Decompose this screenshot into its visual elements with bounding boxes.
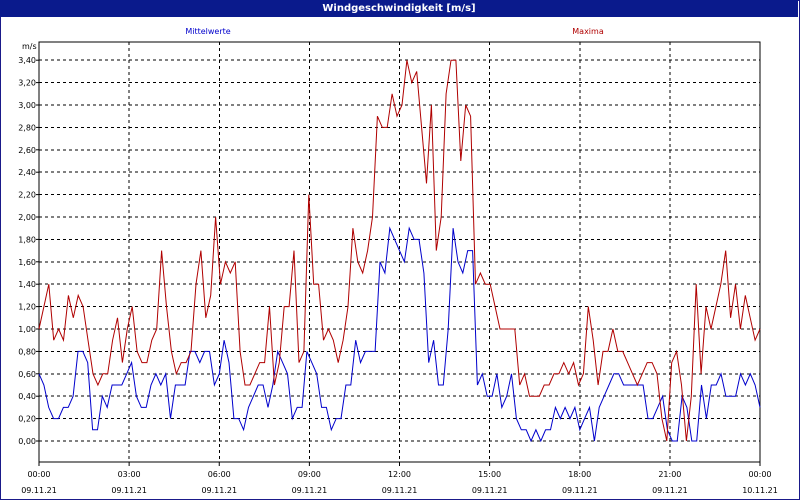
y-tick-label: 0,60 bbox=[18, 370, 36, 379]
x-tick-time-label: 21:00 bbox=[658, 470, 681, 479]
y-tick-label: 1,00 bbox=[18, 325, 36, 334]
y-tick-label: 2,20 bbox=[18, 191, 36, 200]
y-tick-label: 1,40 bbox=[18, 280, 36, 289]
chart-title: Windgeschwindigkeit [m/s] bbox=[322, 3, 476, 14]
y-tick-label: 2,00 bbox=[18, 213, 36, 222]
x-tick-time-label: 03:00 bbox=[118, 470, 141, 479]
y-tick-label: 2,40 bbox=[18, 168, 36, 177]
x-tick-date-label: 10.11.21 bbox=[742, 486, 778, 495]
y-tick-label: 3,20 bbox=[18, 79, 36, 88]
series-line-mittelwerte bbox=[38, 226, 761, 443]
x-tick-date-label: 09.11.21 bbox=[382, 486, 418, 495]
x-tick-time-label: 06:00 bbox=[208, 470, 231, 479]
y-tick-label: 2,80 bbox=[18, 123, 36, 132]
x-tick-time-label: 15:00 bbox=[478, 470, 501, 479]
series-line-maxima bbox=[38, 59, 761, 442]
y-axis: 0,00 0,20 0,40 0,60 0,80 1,00 1,20 1,40 1,60 1,80… bbox=[18, 56, 39, 446]
x-tick-date-label: 09.11.21 bbox=[652, 486, 688, 495]
y-tick-label: 0,80 bbox=[18, 347, 36, 356]
x-tick-time-label: 09:00 bbox=[298, 470, 321, 479]
y-tick-label: 1,20 bbox=[18, 303, 36, 312]
x-tick-date-label: 09.11.21 bbox=[292, 486, 328, 495]
grid-lines bbox=[39, 42, 760, 462]
series-group bbox=[38, 59, 761, 443]
chart-title-bar: Windgeschwindigkeit [m/s] bbox=[0, 0, 798, 17]
x-tick-time-label: 00:00 bbox=[748, 470, 771, 479]
x-tick-date-label: 09.11.21 bbox=[21, 486, 57, 495]
y-tick-label: 0,00 bbox=[18, 437, 36, 446]
x-tick-time-label: 12:00 bbox=[388, 470, 411, 479]
x-tick-time-label: 18:00 bbox=[568, 470, 591, 479]
y-tick-label: 2,60 bbox=[18, 146, 36, 155]
y-tick-label: 0,40 bbox=[18, 392, 36, 401]
x-tick-date-label: 09.11.21 bbox=[201, 486, 237, 495]
x-tick-date-label: 09.11.21 bbox=[562, 486, 598, 495]
y-tick-label: 0,20 bbox=[18, 415, 36, 424]
y-tick-label: 3,00 bbox=[18, 101, 36, 110]
x-tick-date-label: 09.11.21 bbox=[111, 486, 147, 495]
y-tick-label: 1,60 bbox=[18, 258, 36, 267]
y-axis-unit-label: m/s bbox=[22, 42, 37, 51]
x-tick-time-label: 00:00 bbox=[27, 470, 50, 479]
y-tick-label: 3,40 bbox=[18, 56, 36, 65]
legend-maxima: Maxima bbox=[572, 27, 604, 36]
y-tick-label: 1,80 bbox=[18, 235, 36, 244]
x-axis: 00:00 09.11.21 03:00 09.11.21 06:00 09.11.21 0… bbox=[21, 462, 778, 495]
legend-mittelwerte: Mittelwerte bbox=[185, 27, 230, 36]
x-tick-date-label: 09.11.21 bbox=[472, 486, 508, 495]
